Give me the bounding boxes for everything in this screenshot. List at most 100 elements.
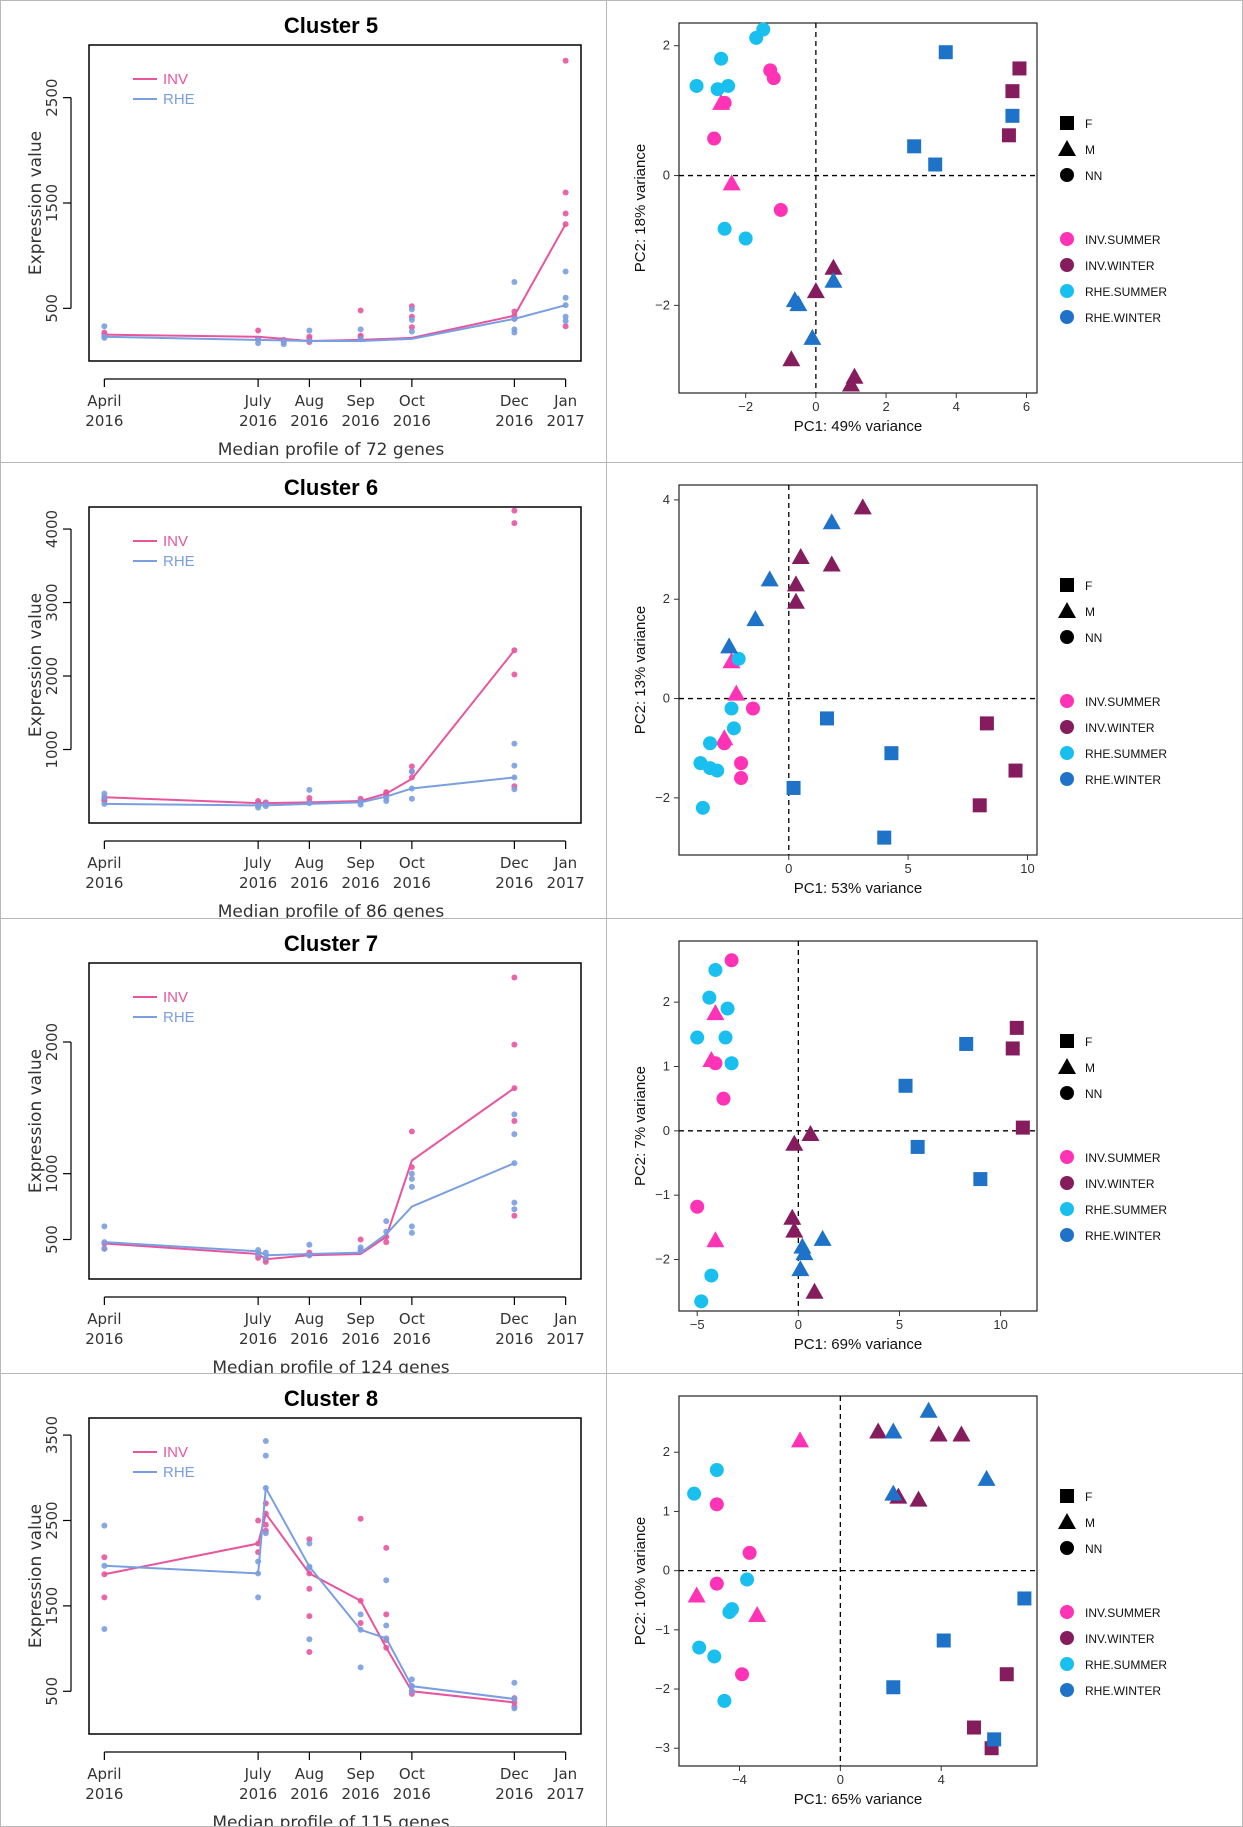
plot-frame (678, 22, 1038, 394)
sample-point-inv (511, 520, 518, 527)
sample-point-inv (408, 1128, 415, 1135)
legend-group-swatch (1060, 1605, 1074, 1619)
chart-cluster-6-profile: Cluster 6 1000 2000 3000 4000 Expression valu… (26, 475, 585, 918)
legend-group-label: RHE.WINTER (1085, 1229, 1161, 1243)
sample-marker (795, 1244, 814, 1261)
sample-point-rhe (262, 1452, 269, 1459)
chart-cluster-5-profile: Cluster 5 500 1500 2500 Expression value Apri… (26, 13, 585, 460)
legend-group-swatch (1060, 720, 1074, 734)
sample-marker (722, 1605, 737, 1620)
sample-point-rhe (562, 268, 569, 275)
sample-point-rhe (511, 1206, 518, 1213)
sample-point-inv (306, 1613, 313, 1620)
sample-point-inv (383, 1611, 390, 1618)
x-tick-label: 5 (896, 1317, 903, 1332)
x-tick-label: 2016 (290, 412, 328, 430)
legend-shape-label: M (1085, 1516, 1095, 1530)
y-tick-label: 2 (663, 994, 670, 1009)
legend-shape-f (1060, 1489, 1074, 1503)
sample-marker (822, 555, 841, 572)
sample-point-inv (383, 1239, 390, 1246)
y-tick-label: 1000 (43, 1155, 61, 1193)
sample-marker (884, 1422, 903, 1439)
legend-group-swatch (1060, 1657, 1074, 1671)
y-tick-label: 0 (663, 1123, 670, 1138)
sample-marker (702, 1051, 721, 1068)
legend-group-swatch (1060, 1202, 1074, 1216)
sample-point-inv (255, 327, 262, 334)
sample-marker (702, 990, 717, 1005)
sample-marker (724, 953, 739, 968)
legend-group-label: RHE.SUMMER (1085, 285, 1167, 299)
y-tick-label: 1000 (43, 730, 61, 768)
sample-marker (718, 1030, 733, 1045)
x-tick-label: April (87, 1310, 121, 1328)
x-tick-label: July (244, 392, 272, 410)
x-tick-label: Oct (399, 392, 425, 410)
sample-marker (704, 1268, 719, 1283)
y-tick-label: −2 (655, 1681, 670, 1696)
x-tick-label: 0 (812, 399, 819, 414)
x-tick-label: 0 (837, 1772, 844, 1787)
sample-marker (709, 1463, 724, 1477)
y-tick-label: 3000 (43, 583, 61, 621)
sample-point-rhe (101, 1245, 108, 1252)
y-tick-label: 2 (663, 1444, 670, 1459)
sample-marker (714, 51, 729, 66)
chart-title: Cluster 6 (284, 475, 378, 500)
x-tick-label: 2016 (393, 412, 431, 430)
y-tick-label: 3500 (43, 1416, 61, 1454)
sample-point-rhe (408, 328, 415, 335)
y-tick-label: 2 (663, 591, 670, 606)
legend-group-label: INV.WINTER (1085, 1177, 1155, 1191)
panel-cluster-5-pca: −2 0 2 4 6 −2 0 2 PC1: 49% variance PC2: 18% vari… (606, 0, 1243, 463)
sample-marker (1015, 1120, 1030, 1135)
legend-group-swatch (1060, 1150, 1074, 1164)
y-tick-label: 2500 (43, 79, 61, 117)
y-tick-label: 500 (43, 1225, 61, 1254)
x-tick-label: 2016 (239, 1785, 277, 1803)
legend-shape-label: F (1085, 579, 1092, 593)
sample-point-rhe (408, 1170, 415, 1177)
y-tick-label: 2 (663, 38, 670, 53)
legend-group-swatch (1060, 1631, 1074, 1645)
sample-point-rhe (562, 294, 569, 301)
sample-marker (785, 1221, 804, 1238)
x-tick-label: Aug (295, 1765, 324, 1783)
x-tick-label: −2 (738, 399, 753, 414)
legend-shape-label: M (1085, 143, 1095, 157)
x-tick-label: Dec (500, 1310, 529, 1328)
y-tick-label: 1500 (43, 184, 61, 222)
x-tick-label: 2016 (85, 1330, 123, 1348)
chart-cluster-8-pca: −4 0 4 −3 −2 −1 0 1 2 PC1: 65% variance PC2: 10% v… (632, 1395, 1167, 1808)
median-line-rhe (104, 1484, 515, 1700)
x-tick-label: July (244, 1765, 272, 1783)
sample-point-inv (511, 671, 518, 678)
y-tick-label: 2000 (43, 657, 61, 695)
sample-marker (694, 1294, 709, 1309)
sample-marker (999, 1667, 1014, 1682)
x-tick-label: 6 (1023, 399, 1030, 414)
x-tick-label: 10 (993, 1317, 1007, 1332)
x-tick-label: Aug (295, 854, 324, 872)
plot-frame (678, 484, 1038, 856)
sample-marker (715, 729, 734, 746)
sample-point-rhe (383, 1622, 390, 1629)
median-line-inv (104, 1087, 515, 1261)
sample-marker (782, 350, 801, 367)
legend-group-label: RHE.WINTER (1085, 773, 1161, 787)
legend-group-swatch (1060, 284, 1074, 298)
y-axis-label: Expression value (26, 1504, 46, 1648)
median-line-rhe (104, 1162, 515, 1257)
legend-shape-f (1060, 578, 1074, 592)
x-tick-label: 2016 (393, 1330, 431, 1348)
sample-marker (707, 131, 722, 146)
sample-marker (722, 174, 741, 191)
sample-marker (936, 1633, 951, 1648)
x-tick-label: Sep (346, 1310, 374, 1328)
y-tick-label: 4 (663, 492, 670, 507)
legend-label-rhe: RHE (163, 91, 195, 108)
x-tick-label: 2017 (547, 412, 585, 430)
x-tick-label: 2016 (495, 874, 533, 892)
